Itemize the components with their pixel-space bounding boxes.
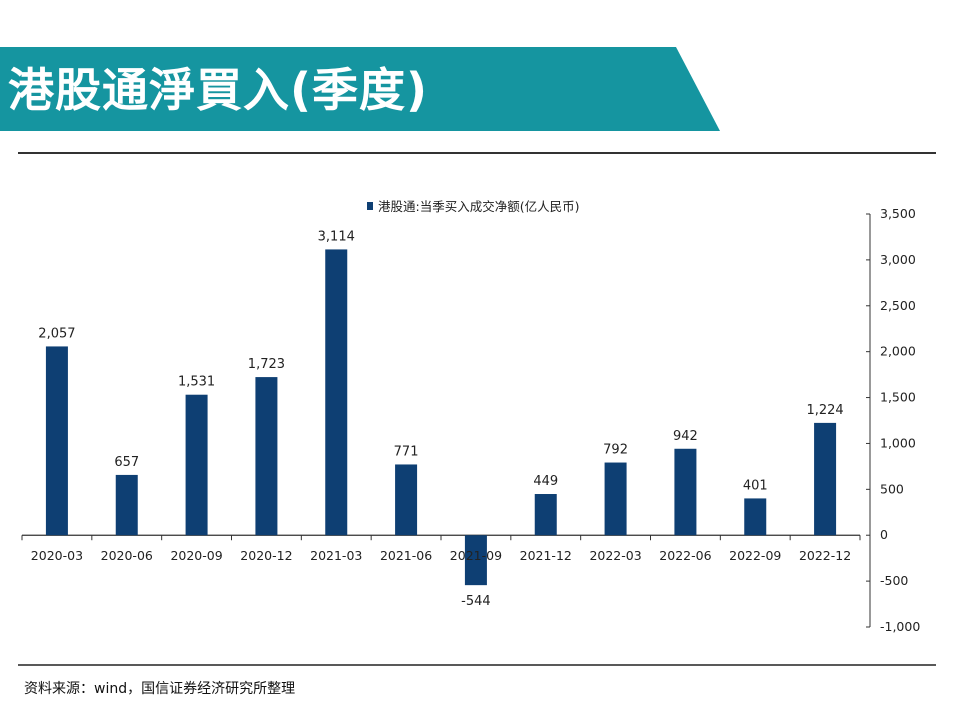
x-tick-label: 2021-09 (450, 548, 502, 563)
legend-label: 港股通:当季买入成交净额(亿人民币) (378, 199, 579, 214)
legend-swatch (367, 202, 373, 210)
data-label: 401 (743, 478, 768, 493)
x-tick-label: 2021-03 (310, 548, 362, 563)
title-banner (0, 47, 720, 131)
bar (185, 394, 208, 536)
data-label: -544 (461, 594, 491, 609)
chart-area: -1,000 -500 0 500 1,000 1,500 2,000 2,500 3,000 3… (0, 140, 960, 720)
data-label: 942 (673, 429, 698, 444)
x-tick-label: 2021-12 (520, 548, 572, 563)
data-label: 657 (114, 455, 139, 470)
data-label: 1,224 (806, 403, 843, 418)
x-tick-label: 2020-12 (240, 548, 292, 563)
y-tick-label: 1,000 (880, 435, 916, 450)
y-tick-label: 1,500 (880, 390, 916, 405)
bar (744, 498, 767, 536)
y-tick-label: 2,000 (880, 344, 916, 359)
bar (115, 474, 138, 536)
x-tick-label: 2020-06 (101, 548, 153, 563)
x-tick-label: 2020-03 (31, 548, 83, 563)
x-tick-label: 2021-06 (380, 548, 432, 563)
data-label: 449 (533, 474, 558, 489)
y-tick-label: 500 (880, 481, 904, 496)
bar (255, 377, 278, 536)
source-note: 资料来源：wind，国信证券经济研究所整理 (24, 681, 296, 697)
data-label: 1,723 (248, 357, 285, 372)
data-label: 771 (394, 444, 419, 459)
y-tick-label: 2,500 (880, 298, 916, 313)
slide-title: 港股通淨買入(季度) (8, 63, 429, 117)
x-tick-label: 2022-03 (589, 548, 641, 563)
bar (325, 249, 348, 536)
y-tick-label: -500 (880, 573, 908, 588)
x-tick-label: 2020-09 (170, 548, 222, 563)
x-tick-label: 2022-09 (729, 548, 781, 563)
x-tick-label: 2022-12 (799, 548, 851, 563)
data-label: 792 (603, 443, 628, 458)
bar (534, 494, 557, 536)
title-banner-shape (0, 47, 720, 131)
bar (814, 422, 837, 536)
y-tick-label: -1,000 (880, 619, 920, 634)
y-tick-label: 3,500 (880, 206, 916, 221)
y-tick-label: 0 (880, 527, 888, 542)
bar-chart: -1,000 -500 0 500 1,000 1,500 2,000 2,500 3,000 3… (18, 152, 936, 666)
bar (604, 462, 627, 536)
bar (45, 346, 68, 536)
data-label: 3,114 (318, 229, 355, 244)
bar (674, 448, 697, 536)
data-label: 1,531 (178, 375, 215, 390)
bar (395, 464, 418, 536)
data-label: 2,057 (38, 326, 75, 341)
x-tick-label: 2022-06 (659, 548, 711, 563)
y-tick-label: 3,000 (880, 252, 916, 267)
bar (464, 535, 487, 586)
